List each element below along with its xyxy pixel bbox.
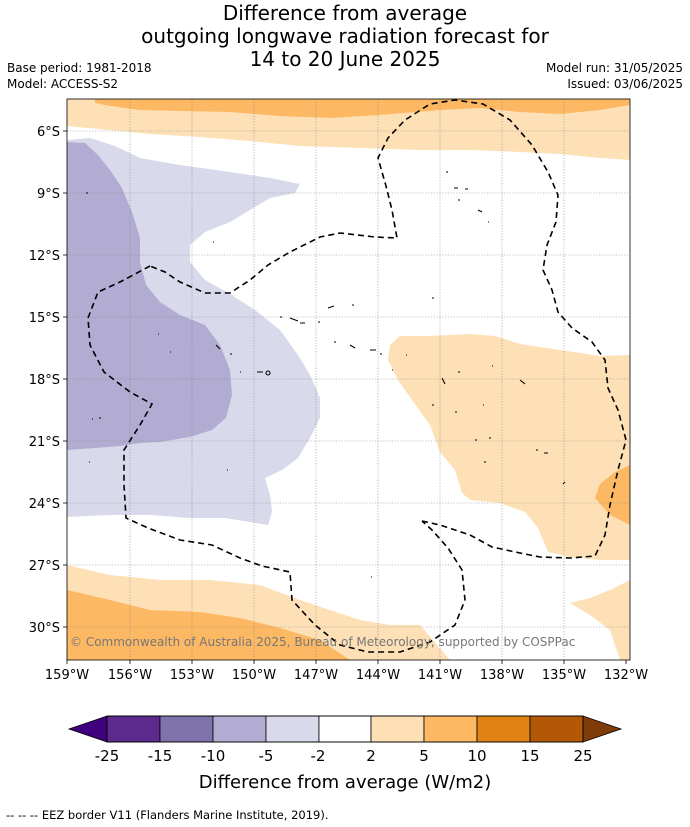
title-line-3: 14 to 20 June 2025 [249,47,441,71]
colorbar-segment [529,715,584,743]
lon-tick-label: 135°W [542,668,586,683]
colorbar-tick-labels: -25 -15 -10 -5 -2 2 5 10 15 25 [95,747,593,765]
field-strong-north [95,99,630,118]
base-period: Base period: 1981-2018 [7,61,152,75]
eez-border-french-polynesia [149,99,627,559]
colorbar-segment [370,715,425,743]
colorbar-segment [318,715,372,743]
lon-tick-label: 141°W [418,668,462,683]
islands [86,171,566,578]
lat-tick-label: 9°S [37,187,60,202]
lon-tick-label: 159°W [45,668,89,683]
colorbar-segment [159,715,214,743]
map-panel: © Commonwealth of Australia 2025, Bureau… [67,99,630,660]
colorbar-tick-label: 5 [419,747,429,765]
field-strong-south [67,590,350,660]
lon-tick-label: 138°W [480,668,524,683]
lat-tick-label: 30°S [29,621,60,636]
lat-tick-label: 18°S [29,373,60,388]
lat-tick-label: 12°S [29,249,60,264]
colorbar: -25 -15 -10 -5 -2 2 5 10 15 25 Differenc… [67,715,623,793]
title-line-1: Difference from average [222,1,468,25]
field-positive-southeast [570,580,630,660]
meta-left: Base period: 1981-2018 Model: ACCESS-S2 [7,60,152,92]
chart-title: Difference from average outgoing longwav… [0,2,690,71]
colorbar-arrow-low [67,715,108,743]
lat-tick-label: 27°S [29,559,60,574]
axis-ticks [63,130,627,664]
colorbar-tick-label: -5 [259,747,274,765]
copyright-notice: © Commonwealth of Australia 2025, Bureau… [70,635,575,649]
lon-tick-label: 132°W [604,668,648,683]
colorbar-tick-label: 25 [573,747,592,765]
model-name: Model: ACCESS-S2 [7,77,119,91]
lat-tick-label: 6°S [37,125,60,140]
island-group-1 [86,171,489,243]
model-run: Model run: 31/05/2025 [545,61,683,75]
lon-tick-label: 156°W [108,668,152,683]
lat-tick-labels: 6°S 9°S 12°S 15°S 18°S 21°S 24°S 27°S 30… [29,125,60,636]
colorbar-segments [106,715,584,743]
colorbar-tick-label: -25 [95,747,120,765]
colorbar-segment [265,715,320,743]
lat-tick-label: 15°S [29,311,60,326]
field-negative-medium [67,142,232,450]
colorbar-tick-label: -15 [148,747,173,765]
eez-borders [87,99,627,653]
colorbar-segment [106,715,161,743]
meta-right: Model run: 31/05/2025 Issued: 03/06/2025 [546,60,683,92]
lat-tick-label: 21°S [29,435,60,450]
lon-tick-label: 144°W [356,668,400,683]
colorbar-segment [423,715,478,743]
colorbar-tick-label: -10 [201,747,226,765]
lon-gridlines [129,99,565,660]
colorbar-tick-label: -2 [311,747,326,765]
island-group-4 [89,354,566,578]
lon-tick-label: 150°W [232,668,276,683]
colorbar-outline [106,715,584,743]
colorbar-segment [476,715,531,743]
lat-tick-label: 24°S [29,497,60,512]
lon-tick-label: 147°W [294,668,338,683]
field-positive-east [388,334,630,560]
lon-tick-labels: 159°W 156°W 153°W 150°W 147°W 144°W 141°… [45,668,648,683]
island-group-2 [280,297,434,371]
colorbar-tick-label: 15 [520,747,539,765]
colorbar-tick-label: 2 [366,747,376,765]
title-line-2: outgoing longwave radiation forecast for [141,24,549,48]
colorbar-segment [212,715,267,743]
map-frame [66,98,631,661]
colorbar-tick-label: 10 [467,747,486,765]
colorbar-label: Difference from average (W/m2) [199,772,491,793]
field-positive-north [67,99,630,160]
island-group-3 [158,333,271,376]
eez-legend-footnote: -- -- -- EEZ border V11 (Flanders Marine… [6,808,329,822]
colorbar-arrow-high [582,715,623,743]
issued-date: Issued: 03/06/2025 [567,77,683,91]
lon-tick-label: 153°W [170,668,214,683]
